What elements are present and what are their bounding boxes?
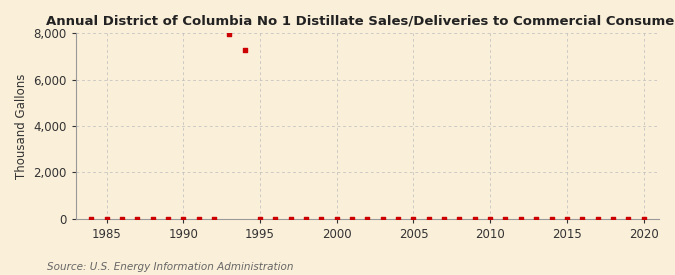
Text: Source: U.S. Energy Information Administration: Source: U.S. Energy Information Administ…	[47, 262, 294, 272]
Point	[331, 216, 342, 221]
Point	[286, 216, 296, 221]
Point	[562, 216, 572, 221]
Point	[423, 216, 434, 221]
Point	[101, 216, 112, 221]
Point	[193, 216, 204, 221]
Point	[454, 216, 465, 221]
Point	[254, 216, 265, 221]
Point	[347, 216, 358, 221]
Point	[531, 216, 541, 221]
Point	[377, 216, 388, 221]
Point	[546, 216, 557, 221]
Point	[117, 216, 128, 221]
Point	[300, 216, 311, 221]
Point	[270, 216, 281, 221]
Y-axis label: Thousand Gallons: Thousand Gallons	[15, 73, 28, 179]
Point	[592, 216, 603, 221]
Title: Annual District of Columbia No 1 Distillate Sales/Deliveries to Commercial Consu: Annual District of Columbia No 1 Distill…	[46, 15, 675, 28]
Point	[608, 216, 618, 221]
Point	[469, 216, 480, 221]
Point	[439, 216, 450, 221]
Point	[316, 216, 327, 221]
Point	[240, 48, 250, 52]
Point	[577, 216, 588, 221]
Point	[516, 216, 526, 221]
Point	[393, 216, 404, 221]
Point	[86, 216, 97, 221]
Point	[178, 216, 189, 221]
Point	[163, 216, 173, 221]
Point	[132, 216, 142, 221]
Point	[209, 216, 219, 221]
Point	[224, 32, 235, 36]
Point	[623, 216, 634, 221]
Point	[485, 216, 495, 221]
Point	[500, 216, 511, 221]
Point	[362, 216, 373, 221]
Point	[147, 216, 158, 221]
Point	[408, 216, 419, 221]
Point	[638, 216, 649, 221]
